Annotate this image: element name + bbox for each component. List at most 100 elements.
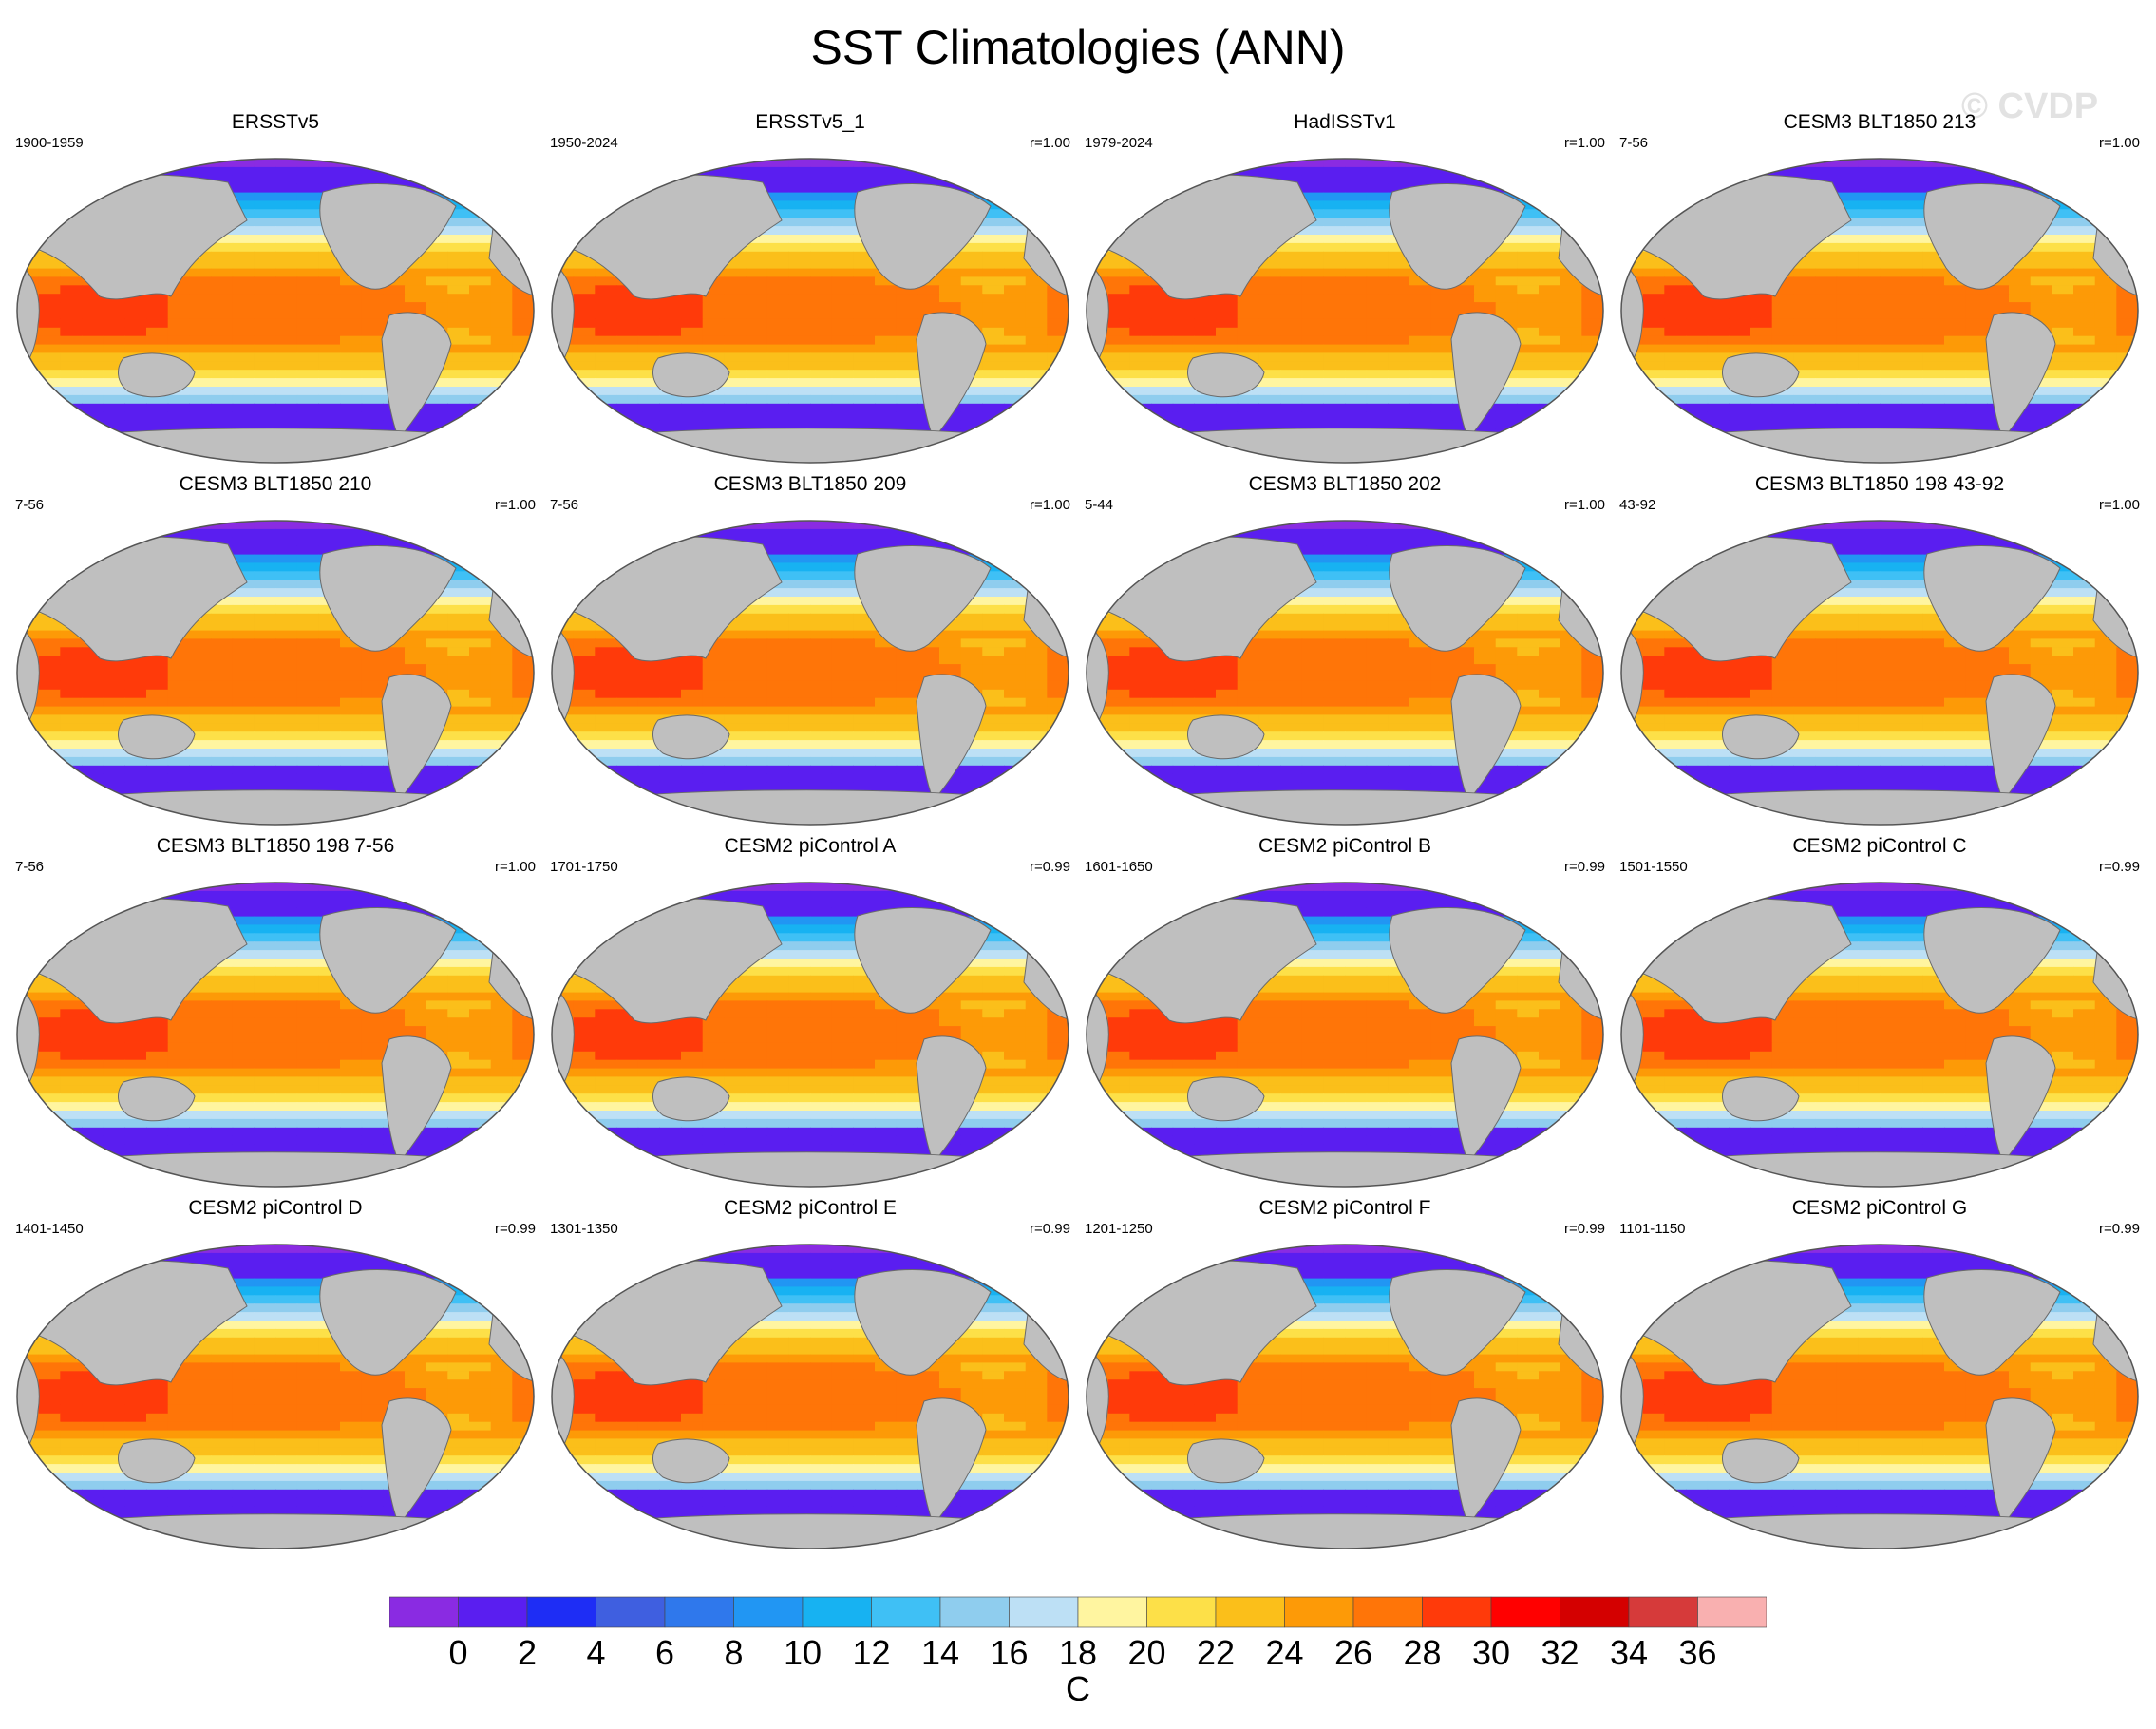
map-outline — [1620, 1244, 2139, 1549]
colorbar-segment — [526, 1596, 596, 1628]
panel-title: CESM3 BLT1850 209 — [713, 473, 907, 495]
map-outline — [16, 1244, 535, 1549]
colorbar — [389, 1596, 1767, 1628]
panel-title: HadISSTv1 — [1294, 111, 1396, 133]
panel-title: CESM3 BLT1850 210 — [179, 473, 372, 495]
land-mass — [916, 312, 987, 440]
land-mass — [17, 1151, 534, 1187]
panel-correlation: r=0.99 — [1030, 859, 1070, 875]
cvdp-watermark: © CVDP — [1961, 86, 2099, 126]
colorbar-segment — [1697, 1596, 1767, 1628]
land-mass — [552, 428, 1069, 463]
map-panel: ERSSTv5 1900-1959 — [9, 106, 541, 469]
colorbar-units: C — [1066, 1669, 1090, 1708]
panel-correlation: r=0.99 — [1030, 1221, 1070, 1237]
panel-period: 1900-1959 — [15, 135, 84, 151]
land-mass — [552, 789, 1069, 825]
panel-period: 7-56 — [550, 497, 579, 513]
sst-map — [1620, 158, 2139, 464]
land-mass — [1985, 312, 2056, 440]
panel-period: 1979-2024 — [1085, 135, 1153, 151]
land-mass — [1985, 1397, 2056, 1526]
panel-period: 7-56 — [1619, 135, 1649, 151]
land-mass — [652, 714, 730, 760]
map-panel: CESM2 piControl F 1201-1250 r=0.99 — [1079, 1192, 1611, 1555]
land-mass — [1923, 907, 2061, 1014]
panel-title: CESM3 BLT1850 198 43-92 — [1754, 473, 2005, 495]
panel-title: CESM2 piControl G — [1791, 1197, 1968, 1219]
panel-period: 1101-1150 — [1619, 1221, 1686, 1237]
land-mass — [854, 1269, 992, 1376]
colorbar-tick-label: 0 — [448, 1633, 468, 1672]
colorbar-segment — [939, 1596, 1010, 1628]
land-mass — [1722, 1438, 1800, 1484]
panel-period: 1601-1650 — [1085, 859, 1153, 875]
map-outline — [551, 520, 1069, 826]
colorbar-segment — [1352, 1596, 1423, 1628]
panel-title: CESM3 BLT1850 202 — [1248, 473, 1442, 495]
colorbar-tick-label: 10 — [783, 1633, 823, 1672]
land-mass — [1187, 1438, 1265, 1484]
sst-map — [1086, 158, 1604, 464]
sst-map — [1086, 520, 1604, 826]
land-mass — [319, 545, 457, 652]
land-mass — [118, 1076, 196, 1122]
land-mass — [1923, 545, 2061, 652]
land-mass — [1087, 789, 1603, 825]
land-mass — [1087, 428, 1603, 463]
map-outline — [1620, 882, 2139, 1188]
land-mass — [1389, 1269, 1526, 1376]
land-mass — [854, 907, 992, 1014]
land-mass — [381, 674, 452, 802]
colorbar-tick-label: 2 — [517, 1633, 538, 1672]
colorbar-tick-label: 8 — [724, 1633, 744, 1672]
map-panel: CESM3 BLT1850 202 5-44 r=1.00 — [1079, 468, 1611, 831]
colorbar-tick-label: 4 — [586, 1633, 606, 1672]
panel-correlation: r=1.00 — [1030, 497, 1070, 513]
colorbar-tick-label: 34 — [1609, 1633, 1649, 1672]
land-mass — [1450, 674, 1522, 802]
panel-correlation: r=0.99 — [1564, 1221, 1605, 1237]
panel-title: CESM2 piControl B — [1258, 835, 1432, 857]
land-mass — [1923, 1269, 2061, 1376]
panel-correlation: r=0.99 — [2099, 1221, 2140, 1237]
panel-correlation: r=0.99 — [1564, 859, 1605, 875]
land-mass — [1722, 352, 1800, 398]
colorbar-segment — [1628, 1596, 1698, 1628]
panel-correlation: r=1.00 — [1564, 497, 1605, 513]
colorbar-tick-label: 32 — [1541, 1633, 1579, 1672]
colorbar-segment — [458, 1596, 528, 1628]
colorbar-segment — [1215, 1596, 1285, 1628]
land-mass — [319, 183, 457, 290]
land-mass — [381, 1036, 452, 1164]
colorbar-segment — [1422, 1596, 1492, 1628]
land-mass — [118, 352, 196, 398]
map-outline — [551, 882, 1069, 1188]
land-mass — [118, 1438, 196, 1484]
land-mass — [552, 1513, 1069, 1548]
panel-period: 7-56 — [15, 497, 45, 513]
colorbar-segment — [1284, 1596, 1354, 1628]
land-mass — [1621, 1513, 2138, 1548]
map-panel: HadISSTv1 1979-2024 r=1.00 — [1079, 106, 1611, 469]
map-panel: CESM3 BLT1850 210 7-56 r=1.00 — [9, 468, 541, 831]
figure-title: SST Climatologies (ANN) — [810, 21, 1346, 74]
panel-title: CESM2 piControl A — [724, 835, 897, 857]
colorbar-tick-label: 24 — [1265, 1633, 1304, 1672]
land-mass — [854, 545, 992, 652]
map-panel: ERSSTv5_1 1950-2024 r=1.00 — [544, 106, 1076, 469]
map-outline — [16, 158, 535, 464]
map-panel: CESM3 BLT1850 198 7-56 7-56 r=1.00 — [9, 830, 541, 1193]
land-mass — [381, 1397, 452, 1526]
map-outline — [16, 520, 535, 826]
map-outline — [1086, 1244, 1604, 1549]
colorbar-segment — [1146, 1596, 1217, 1628]
land-mass — [1450, 1397, 1522, 1526]
colorbar-segment — [871, 1596, 941, 1628]
map-outline — [551, 1244, 1069, 1549]
land-mass — [652, 352, 730, 398]
colorbar-segment — [1009, 1596, 1079, 1628]
colorbar-tick-label: 20 — [1127, 1633, 1166, 1672]
panel-correlation: r=1.00 — [495, 497, 536, 513]
sst-map — [551, 158, 1069, 464]
